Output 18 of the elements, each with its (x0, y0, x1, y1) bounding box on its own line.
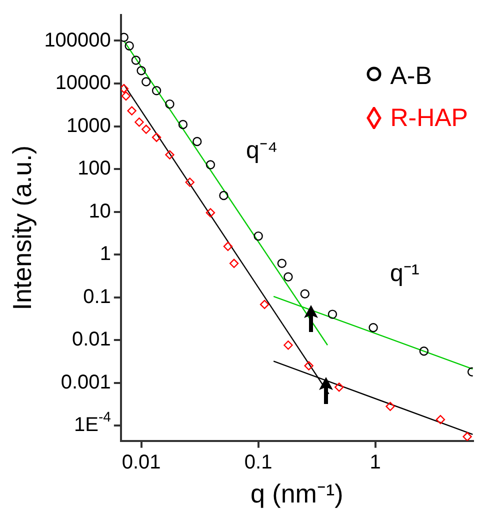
y-axis-title: Intensity (a.u.) (6, 146, 37, 310)
y-tick-label: 10 (88, 200, 111, 222)
annotation: q⁻¹ (390, 259, 420, 288)
x-tick-label: 1 (370, 451, 381, 474)
y-tick-label: 1000 (66, 114, 111, 137)
x-tick-label: 0.1 (244, 451, 272, 474)
y-tick-label: 100000 (44, 29, 111, 52)
y-tick-label: 1 (100, 243, 111, 266)
legend-label: R-HAP (390, 103, 468, 134)
y-tick-label: 100 (78, 158, 111, 180)
y-tick-label: 0.001 (60, 371, 111, 394)
x-tick-label: 0.01 (122, 451, 161, 474)
y-tick-label: 10000 (55, 72, 111, 94)
annotation: q⁻⁴ (246, 136, 278, 165)
y-tick-label: 0.01 (72, 328, 111, 351)
legend-label: A-B (390, 61, 432, 92)
x-axis-title: q (nm⁻¹) (250, 478, 344, 509)
y-tick-label: 0.1 (83, 286, 111, 308)
